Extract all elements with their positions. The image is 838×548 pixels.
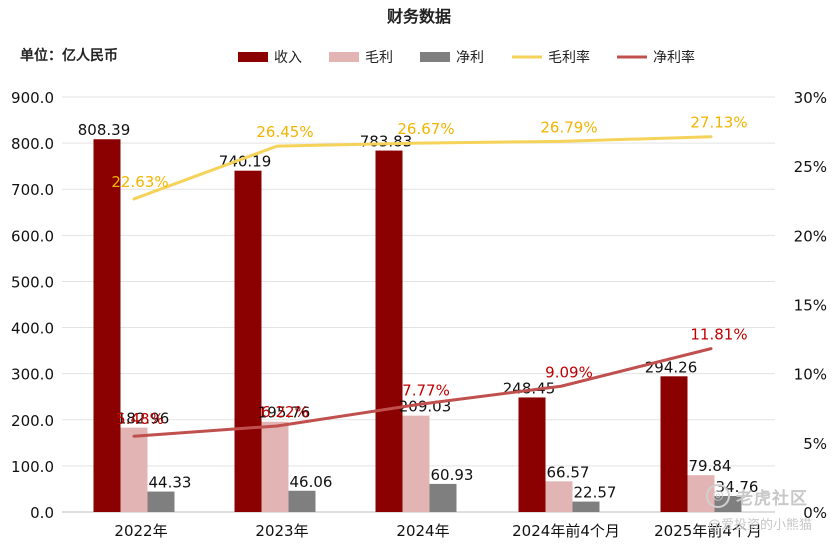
bar-label-毛利: 195.76 bbox=[258, 404, 311, 422]
bar-净利 bbox=[288, 490, 316, 512]
y-right-tick-label: 20% bbox=[794, 227, 827, 245]
watermark-title: 老虎社区 bbox=[736, 489, 808, 509]
bar-label-收入: 808.39 bbox=[78, 121, 131, 139]
legend-label-净利率: 净利率 bbox=[653, 49, 695, 66]
y-right-tick-label: 5% bbox=[803, 435, 827, 453]
y-left-tick-label: 0.0 bbox=[30, 504, 54, 522]
y-left-tick-label: 600.0 bbox=[11, 227, 54, 245]
x-tick-label: 2024年 bbox=[396, 522, 449, 540]
bar-label-毛利: 182.96 bbox=[117, 410, 170, 428]
bar-label-毛利: 79.84 bbox=[689, 457, 732, 475]
bar-毛利 bbox=[402, 415, 430, 512]
y-left-tick-label: 500.0 bbox=[11, 273, 54, 291]
bar-收入 bbox=[93, 139, 121, 513]
y-right-tick-label: 30% bbox=[794, 89, 827, 107]
x-tick-label: 2022年 bbox=[114, 522, 167, 540]
bar-label-收入: 740.19 bbox=[219, 153, 272, 171]
bar-label-收入: 294.26 bbox=[645, 358, 698, 376]
y-right-tick-label: 15% bbox=[794, 297, 827, 315]
legend-swatch-毛利 bbox=[329, 52, 359, 62]
y-left-tick-label: 200.0 bbox=[11, 412, 54, 430]
series-line-毛利率 bbox=[132, 135, 713, 201]
line-label-毛利率: 26.79% bbox=[540, 118, 597, 136]
y-left-tick-label: 800.0 bbox=[11, 135, 54, 153]
line-label-毛利率: 26.45% bbox=[256, 123, 313, 141]
y-right-tick-label: 0% bbox=[803, 504, 827, 522]
chart-title: 财务数据 bbox=[386, 7, 451, 26]
bar-收入 bbox=[518, 397, 546, 512]
watermark-subtitle: @爱投资的小熊猫 bbox=[708, 518, 813, 533]
bar-label-净利: 60.93 bbox=[431, 466, 474, 484]
unit-label: 单位：亿人民币 bbox=[20, 47, 118, 64]
legend-label-净利: 净利 bbox=[456, 50, 484, 66]
line-label-净利率: 9.09% bbox=[545, 363, 593, 381]
y-left-tick-label: 700.0 bbox=[11, 181, 54, 199]
legend-swatch-净利 bbox=[420, 52, 450, 62]
bar-净利 bbox=[147, 491, 175, 512]
legend-label-毛利: 毛利 bbox=[365, 50, 393, 66]
x-tick-label: 2023年 bbox=[255, 522, 308, 540]
bar-收入 bbox=[375, 150, 403, 513]
y-left-tick-label: 300.0 bbox=[11, 366, 54, 384]
series-line-净利率 bbox=[132, 347, 713, 438]
tiger-logo-icon: ◎ bbox=[706, 484, 730, 508]
legend-label-收入: 收入 bbox=[274, 50, 302, 66]
line-label-毛利率: 27.13% bbox=[690, 114, 747, 132]
bar-收入 bbox=[234, 170, 262, 512]
bar-毛利 bbox=[545, 481, 573, 512]
y-left-tick-label: 100.0 bbox=[11, 458, 54, 476]
line-label-净利率: 6.22% bbox=[261, 403, 309, 421]
y-left-tick-label: 400.0 bbox=[11, 320, 54, 338]
watermark: ◎ 老虎社区 @爱投资的小熊猫 bbox=[700, 484, 836, 544]
bar-label-毛利: 66.57 bbox=[547, 463, 590, 481]
line-label-净利率: 11.81% bbox=[690, 326, 747, 344]
line-label-毛利率: 26.67% bbox=[397, 120, 454, 138]
legend-swatch-收入 bbox=[238, 52, 268, 62]
y-right-tick-label: 25% bbox=[794, 158, 827, 176]
line-label-毛利率: 22.63% bbox=[111, 173, 168, 191]
y-left-tick-label: 900.0 bbox=[11, 89, 54, 107]
bar-毛利 bbox=[261, 421, 289, 512]
bar-净利 bbox=[572, 501, 600, 512]
bar-label-净利: 22.57 bbox=[574, 484, 617, 502]
bar-label-收入: 783.83 bbox=[360, 133, 413, 151]
line-label-净利率: 7.77% bbox=[402, 382, 450, 400]
bar-label-净利: 44.33 bbox=[149, 474, 192, 492]
y-right-tick-label: 10% bbox=[794, 366, 827, 384]
legend-label-毛利率: 毛利率 bbox=[548, 49, 590, 66]
x-tick-label: 2025年前4个月 bbox=[654, 522, 762, 540]
bar-净利 bbox=[429, 483, 457, 512]
x-tick-label: 2024年前4个月 bbox=[512, 522, 620, 540]
line-label-净利率: 5.48% bbox=[116, 410, 164, 428]
bar-收入 bbox=[660, 376, 688, 512]
bar-label-净利: 46.06 bbox=[290, 473, 333, 491]
bar-毛利 bbox=[120, 427, 148, 512]
